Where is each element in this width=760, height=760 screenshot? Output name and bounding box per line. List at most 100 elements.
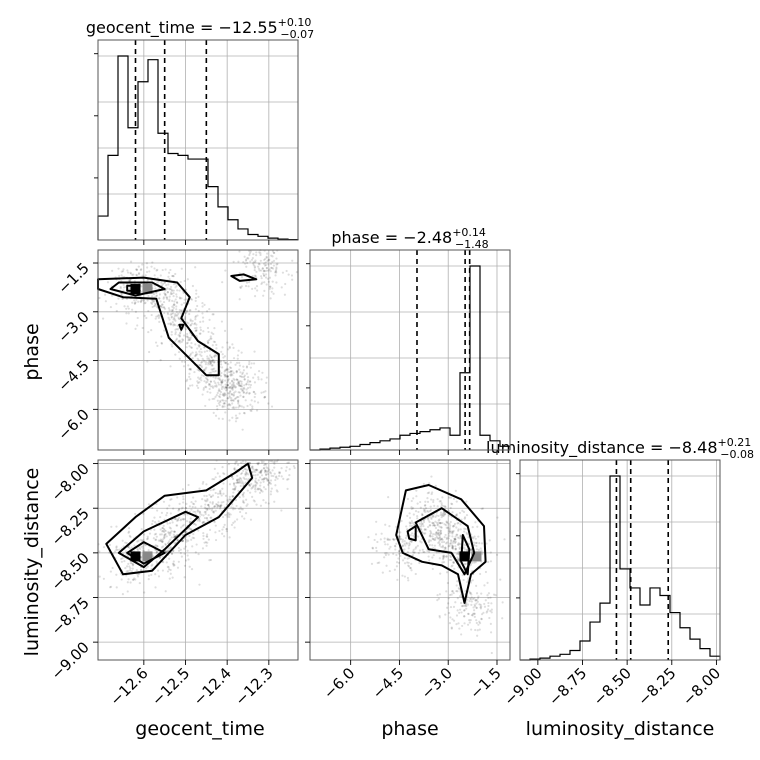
sample-point — [255, 285, 259, 288]
sample-point — [469, 592, 472, 595]
sample-point — [264, 469, 267, 473]
sample-point — [234, 462, 237, 465]
sample-point — [191, 384, 194, 387]
sample-point — [241, 375, 244, 379]
sample-point — [170, 292, 174, 295]
sample-point — [162, 530, 166, 534]
sample-point — [267, 280, 270, 283]
sample-point — [148, 532, 152, 535]
sample-point — [238, 507, 241, 511]
sample-point — [193, 370, 196, 374]
sample-point — [225, 368, 229, 371]
sample-point — [232, 495, 235, 498]
sample-point — [244, 259, 248, 262]
sample-point — [205, 361, 208, 364]
sample-point — [155, 535, 158, 538]
sample-point — [161, 530, 164, 533]
sample-point — [211, 501, 214, 504]
sample-point — [458, 611, 461, 614]
sample-point — [161, 538, 164, 541]
sample-point — [429, 509, 433, 512]
sample-point — [270, 290, 273, 293]
sample-point — [204, 503, 207, 506]
sample-point — [182, 518, 185, 521]
sample-point — [190, 341, 193, 345]
title-luminosity-distance: luminosity_distance = −8.48+0.21 −0.08 — [486, 436, 754, 461]
sample-point — [220, 383, 223, 386]
sample-point — [429, 505, 432, 508]
sample-point — [454, 541, 457, 544]
sample-point — [217, 505, 220, 508]
sample-point — [458, 547, 461, 551]
sample-point — [156, 344, 159, 348]
sample-point — [260, 277, 263, 280]
x-axis-label-phase: phase — [381, 718, 438, 740]
sample-point — [189, 324, 192, 327]
sample-point — [115, 586, 118, 589]
sample-point — [208, 349, 211, 352]
sample-point — [455, 500, 458, 503]
sample-point — [136, 540, 139, 543]
x-tick-label: −9.00 — [500, 664, 545, 709]
sample-point — [399, 538, 402, 541]
sample-point — [233, 484, 236, 487]
sample-point — [184, 506, 188, 510]
sample-point — [420, 541, 423, 544]
sample-point — [226, 375, 229, 379]
sample-point — [426, 492, 429, 495]
sample-point — [251, 485, 255, 488]
sample-point — [228, 515, 231, 519]
sample-point — [125, 307, 128, 310]
sample-point — [274, 270, 278, 273]
sample-point — [190, 528, 193, 531]
sample-point — [258, 476, 262, 479]
sample-point — [442, 512, 445, 516]
sample-point — [456, 580, 459, 583]
sample-point — [116, 548, 119, 552]
sample-point — [175, 295, 178, 298]
sample-point — [208, 318, 211, 321]
sample-point — [397, 557, 400, 560]
sample-point — [222, 492, 225, 495]
sample-point — [200, 505, 203, 508]
sample-point — [194, 355, 197, 358]
sample-point — [191, 357, 194, 360]
x-tick-label: −12.4 — [190, 664, 235, 709]
sample-point — [223, 375, 227, 378]
sample-point — [102, 577, 105, 580]
sample-point — [201, 497, 204, 501]
sample-point — [427, 540, 431, 543]
sample-point — [147, 574, 151, 577]
title-value: luminosity_distance = −8.48 — [486, 438, 717, 458]
sample-point — [221, 417, 224, 420]
sample-point — [410, 540, 413, 543]
sample-point — [208, 384, 211, 387]
sample-point — [383, 556, 386, 559]
sample-point — [211, 359, 214, 362]
sample-point — [388, 569, 391, 573]
sample-point — [210, 495, 213, 498]
sample-point — [216, 399, 219, 402]
sample-point — [115, 302, 118, 305]
sample-point — [218, 378, 221, 381]
sample-point — [436, 498, 439, 501]
sample-point — [274, 478, 277, 482]
sample-point — [122, 268, 125, 271]
sample-point — [194, 316, 197, 319]
sample-point — [245, 383, 248, 386]
y-tick-label: −8.50 — [48, 549, 93, 594]
sample-point — [431, 535, 434, 538]
sample-point — [272, 264, 276, 267]
sample-point — [227, 378, 230, 381]
sample-point — [501, 617, 504, 620]
sample-point — [221, 380, 224, 383]
sample-point — [177, 549, 181, 552]
sample-point — [219, 390, 223, 394]
sample-point — [469, 581, 472, 584]
sample-point — [123, 305, 126, 308]
sample-point — [161, 555, 164, 558]
sample-point — [151, 506, 154, 510]
sample-point — [461, 604, 464, 608]
sample-point — [438, 535, 442, 539]
sample-point — [217, 501, 220, 504]
